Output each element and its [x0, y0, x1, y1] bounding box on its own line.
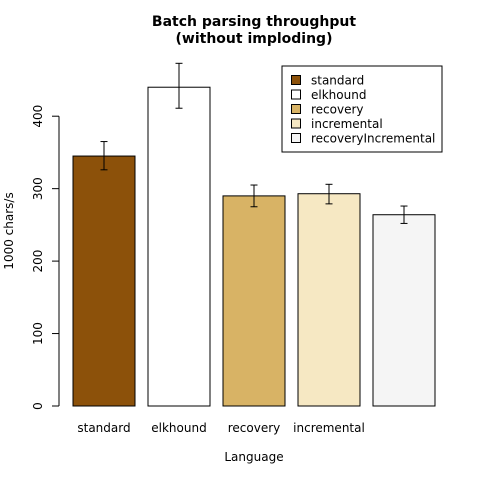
legend-swatch-recovery: [291, 104, 301, 114]
error-bars: [100, 62, 408, 224]
chart-title-line-2: (without imploding): [176, 31, 333, 47]
bar-standard: [72, 155, 136, 407]
bar-recoveryIncremental: [372, 214, 436, 407]
legend-box: [281, 65, 443, 153]
bar-incremental: [297, 193, 361, 407]
y-tick-label: 400: [31, 105, 45, 128]
x-tick-label: standard: [77, 421, 130, 435]
legend-swatch-incremental: [291, 118, 301, 129]
legend-label-elkhound: elkhound: [311, 88, 366, 102]
x-tick-label: incremental: [293, 421, 365, 435]
legend-swatch-recoveryIncremental: [291, 133, 301, 143]
legend-label-incremental: incremental: [311, 117, 383, 131]
y-tick-label: 100: [31, 322, 45, 345]
x-axis-label: Language: [224, 450, 283, 464]
y-tick-label: 300: [31, 177, 45, 200]
y-tick-label: 0: [31, 402, 45, 410]
bar-elkhound: [147, 86, 211, 407]
legend-label-standard: standard: [311, 74, 364, 88]
x-tick-label: recovery: [228, 421, 281, 435]
y-axis-label: 1000 chars/s: [2, 192, 16, 269]
y-axis: 0 100 200 300 400: [31, 105, 60, 410]
legend-swatch-standard: [291, 75, 301, 85]
legend-label-recoveryIncremental: recoveryIncremental: [311, 132, 435, 146]
x-tick-label: elkhound: [151, 421, 206, 435]
legend-label-recovery: recovery: [311, 103, 364, 117]
bar-recovery: [222, 195, 286, 407]
legend-swatch-elkhound: [291, 89, 301, 100]
legend: standardelkhoundrecoveryincrementalrecov…: [281, 65, 443, 153]
chart-title-line-1: Batch parsing throughput: [152, 14, 356, 30]
y-tick-label: 200: [31, 250, 45, 273]
x-tick-labels: standard elkhound recovery incremental: [77, 421, 364, 435]
